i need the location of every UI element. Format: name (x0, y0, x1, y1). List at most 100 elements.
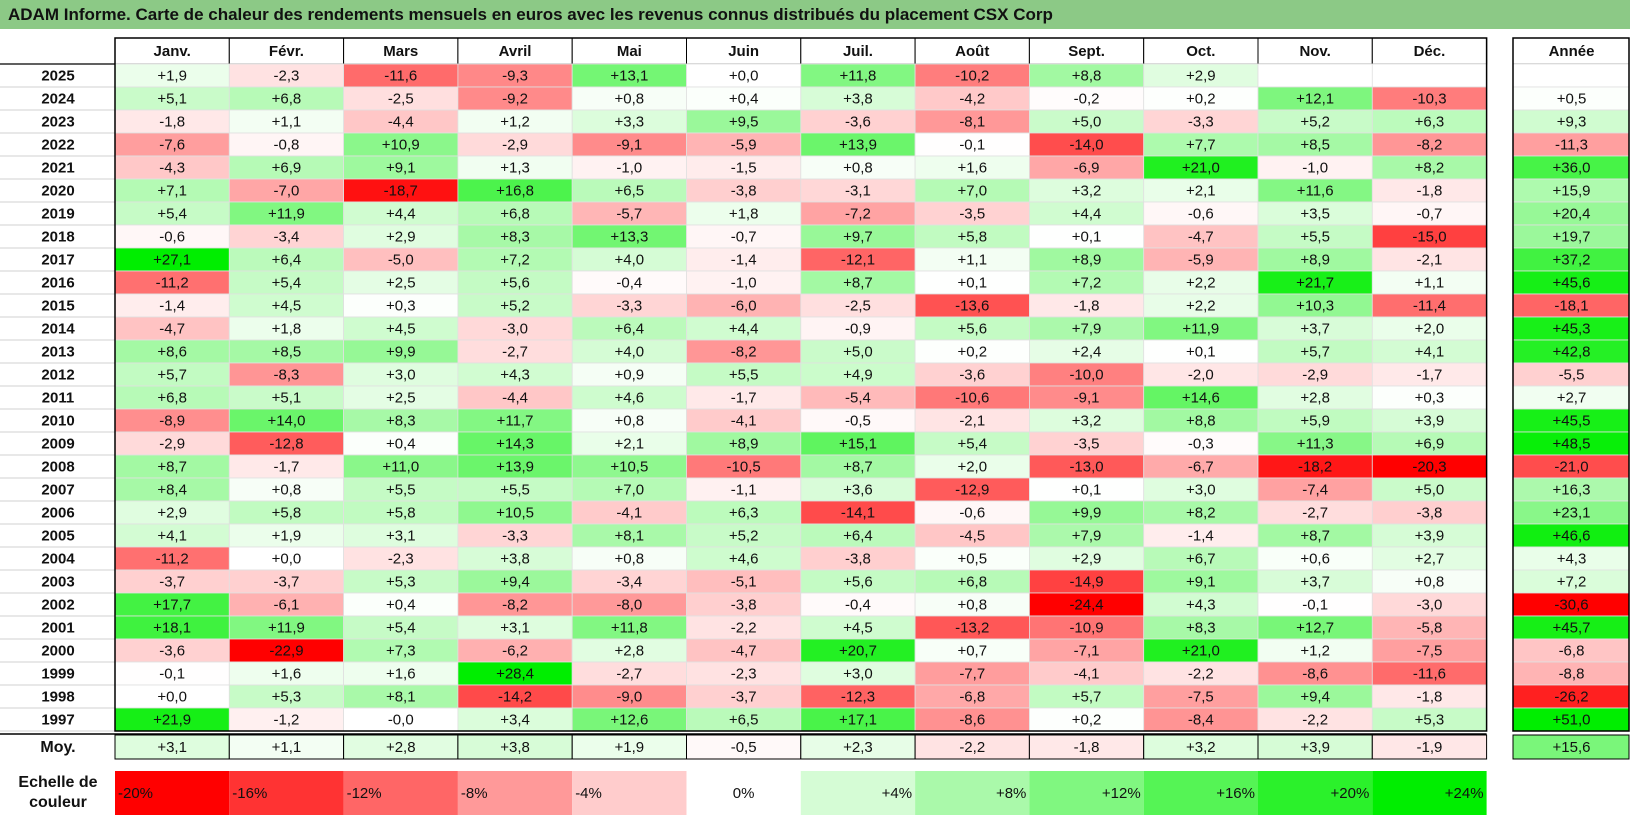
cell-value: -2,3 (388, 551, 414, 568)
cell-value: -4,7 (159, 321, 185, 338)
cell-value: -5,8 (1417, 620, 1443, 637)
annual-value: +45,6 (1553, 275, 1591, 292)
month-header-label: Juil. (843, 43, 873, 60)
cell-value: +13,1 (610, 68, 648, 85)
cell-value: -2,5 (845, 298, 871, 315)
average-value: -1,8 (1074, 739, 1100, 756)
cell-value: -14,9 (1069, 574, 1103, 591)
cell-value: +6,8 (272, 91, 302, 108)
cell-value: +13,3 (610, 229, 648, 246)
cell-value: +5,3 (386, 574, 416, 591)
annual-value: +45,5 (1553, 413, 1591, 430)
cell-value: -24,4 (1069, 597, 1103, 614)
cell-value: +2,0 (957, 459, 987, 476)
cell-value: -2,9 (159, 436, 185, 453)
cell-value: -0,7 (731, 229, 757, 246)
cell-value: +6,3 (1415, 114, 1445, 131)
month-header-label: Oct. (1186, 43, 1215, 60)
month-header-cell (1143, 37, 1259, 65)
cell-value: -10,5 (727, 459, 761, 476)
cell-value: -11,6 (384, 68, 417, 85)
cell-value: +1,6 (386, 666, 416, 683)
year-label: 2020 (41, 183, 74, 200)
year-label: 2012 (41, 367, 74, 384)
cell-value: +9,1 (1186, 574, 1216, 591)
cell-value: +5,6 (843, 574, 873, 591)
cell-value: -2,7 (502, 344, 528, 361)
legend-title-line-2: couleur (29, 794, 87, 811)
cell-value: +2,5 (386, 275, 416, 292)
cell-value: +6,4 (843, 528, 873, 545)
annual-cell (1512, 63, 1630, 88)
cell-value: +2,7 (1415, 551, 1445, 568)
cell-value: +5,1 (272, 390, 302, 407)
average-annual-value: +15,6 (1553, 739, 1591, 756)
cell-value: -13,2 (955, 620, 989, 637)
cell-value: +5,2 (729, 528, 759, 545)
cell-value: -2,3 (731, 666, 757, 683)
cell-value: -8,2 (502, 597, 528, 614)
cell-value: +0,3 (386, 298, 416, 315)
month-header-label: Nov. (1299, 43, 1330, 60)
cell-value: -22,9 (269, 643, 303, 660)
cell-value: -3,0 (502, 321, 528, 338)
cell-value: +5,2 (500, 298, 530, 315)
cell-value: +0,0 (729, 68, 759, 85)
cell-value: +4,6 (729, 551, 759, 568)
cell-value: -0,1 (959, 137, 985, 154)
cell-value: +4,9 (843, 367, 873, 384)
legend-swatch (1258, 771, 1373, 815)
average-cell (1028, 734, 1145, 760)
cell-value: +5,0 (1415, 482, 1445, 499)
year-label: 2017 (41, 252, 74, 269)
cell-value: +21,7 (1296, 275, 1334, 292)
cell-value: -3,3 (616, 298, 642, 315)
cell-value: +7,9 (1072, 321, 1102, 338)
cell-value: -10,2 (955, 68, 989, 85)
annual-value: +9,3 (1557, 114, 1587, 131)
cell-value: +6,3 (729, 505, 759, 522)
cell-value: +0,8 (957, 597, 987, 614)
cell-value: -4,1 (616, 505, 642, 522)
average-cell (800, 734, 916, 760)
cell-value: -0,4 (616, 275, 642, 292)
cell-value: +16,8 (496, 183, 534, 200)
annual-value: +4,3 (1557, 551, 1587, 568)
cell-value: +0,8 (843, 160, 873, 177)
annual-value: +42,8 (1553, 344, 1591, 361)
cell-value: -0,5 (845, 413, 871, 430)
month-header-label: Déc. (1414, 43, 1446, 60)
cell-value: +7,9 (1072, 528, 1102, 545)
cell-value: +5,9 (1300, 413, 1330, 430)
cell-value: +1,8 (729, 206, 759, 223)
cell-value: +5,1 (157, 91, 187, 108)
cell-value: -1,0 (731, 275, 757, 292)
cell-value: -2,3 (274, 68, 300, 85)
cell-value: -20,3 (1412, 459, 1446, 476)
cell-value: +1,6 (957, 160, 987, 177)
year-label: 2013 (41, 344, 74, 361)
cell-value: +4,0 (615, 252, 645, 269)
year-label: 1997 (41, 712, 74, 729)
heatmap-cell (1371, 63, 1488, 88)
year-label: 2002 (41, 597, 74, 614)
year-label: 2006 (41, 505, 74, 522)
cell-value: +9,7 (843, 229, 873, 246)
cell-value: -6,8 (959, 689, 985, 706)
cell-value: -3,7 (274, 574, 300, 591)
cell-value: -1,1 (731, 482, 757, 499)
cell-value: +11,6 (1297, 183, 1334, 200)
cell-value: +7,3 (386, 643, 416, 660)
year-label: 2007 (41, 482, 74, 499)
cell-value: +5,5 (729, 367, 759, 384)
average-value: +3,8 (500, 739, 530, 756)
cell-value: +1,2 (1300, 643, 1330, 660)
cell-value: -3,6 (159, 643, 185, 660)
cell-value: +11,0 (382, 459, 419, 476)
cell-value: +2,4 (1072, 344, 1102, 361)
cell-value: -3,7 (731, 689, 757, 706)
cell-value: +10,5 (496, 505, 534, 522)
cell-value: -5,1 (731, 574, 757, 591)
cell-value: +4,3 (500, 367, 530, 384)
legend-swatch (1143, 771, 1258, 815)
